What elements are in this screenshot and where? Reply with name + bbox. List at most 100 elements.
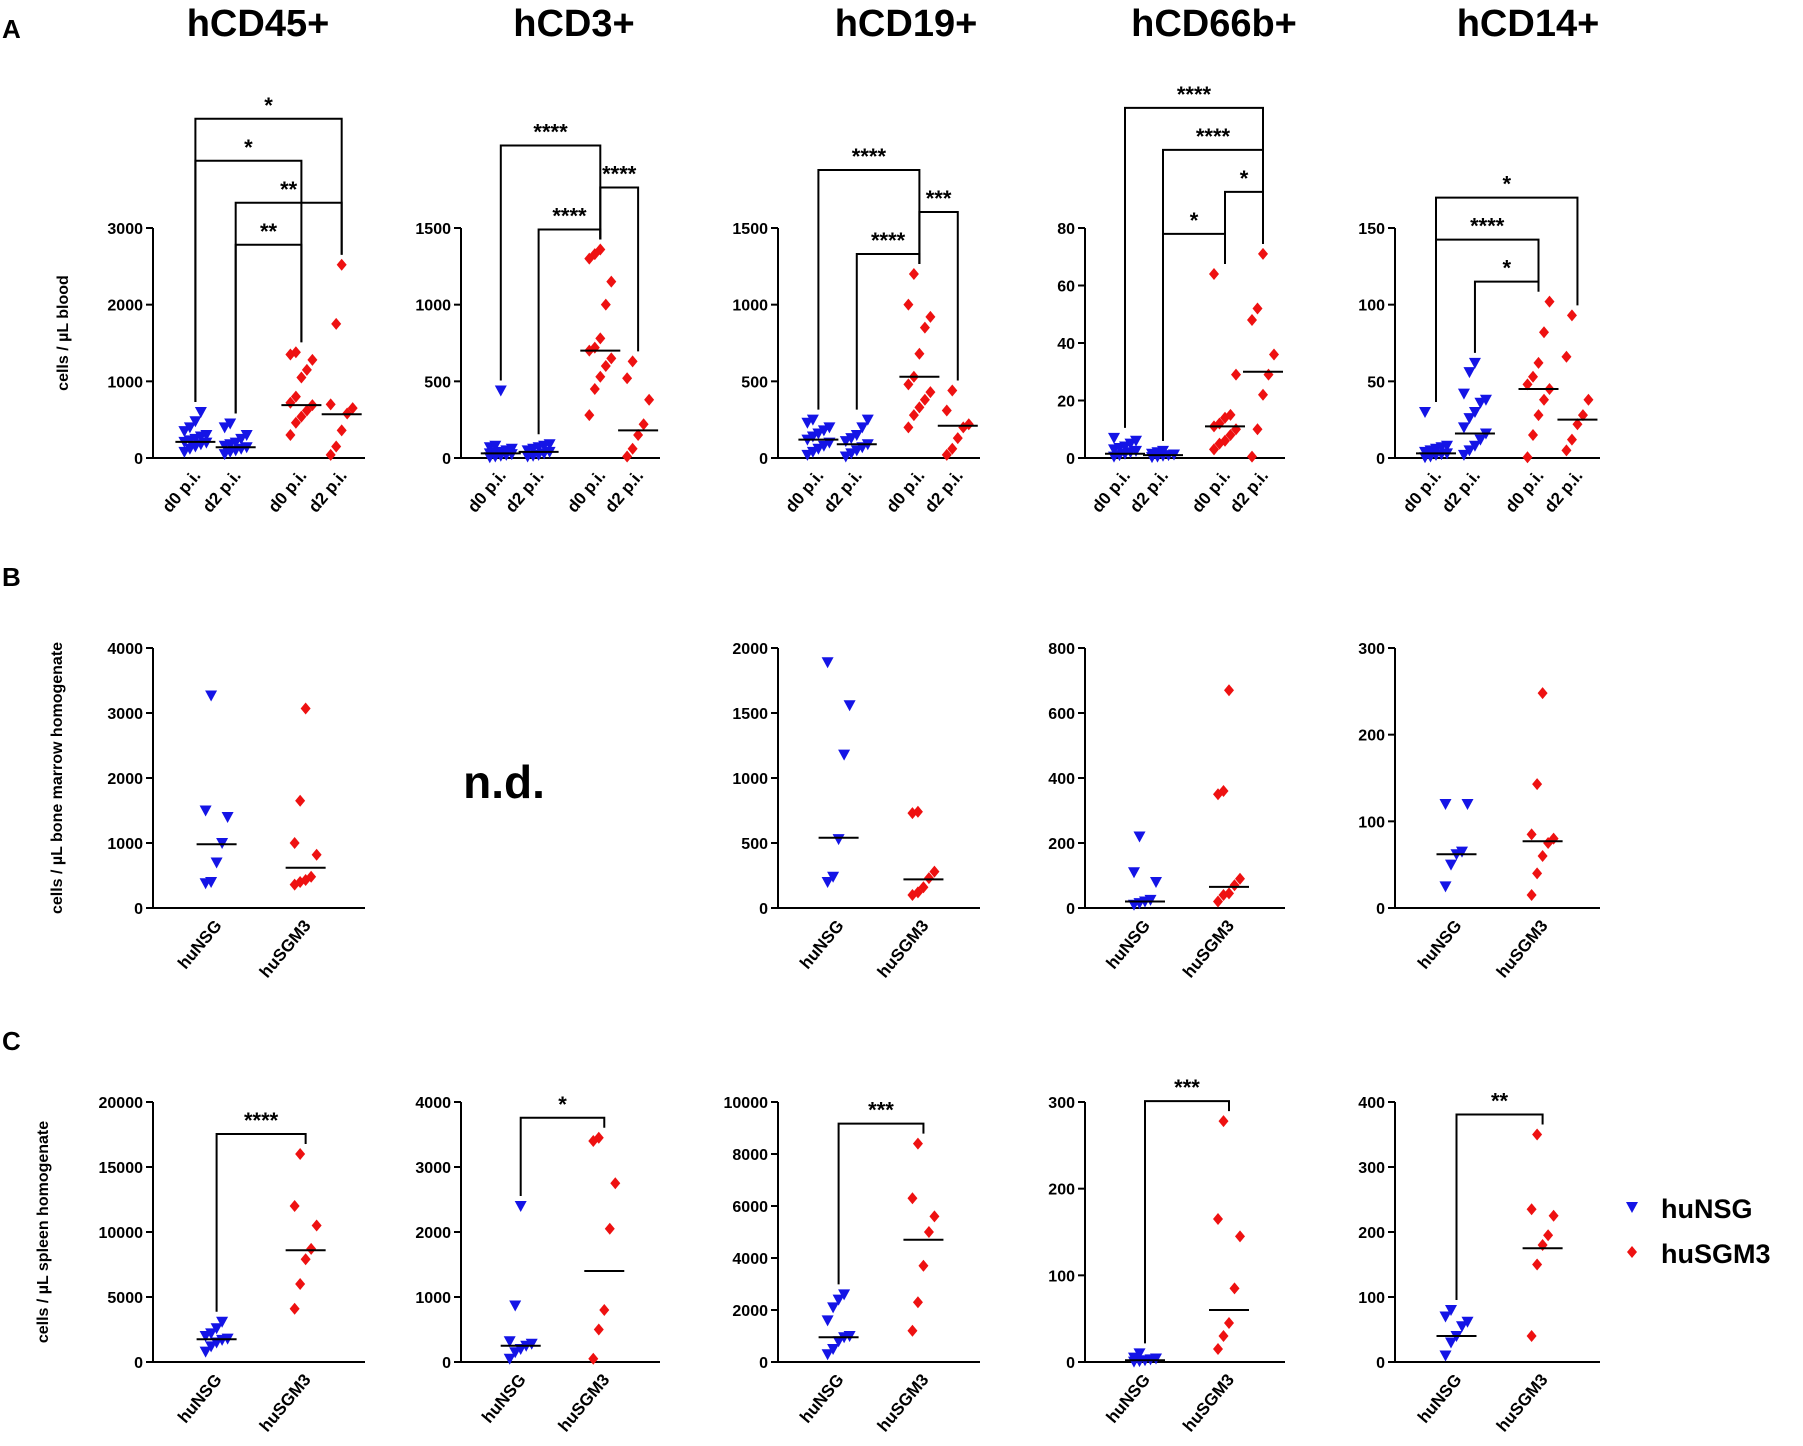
data-point-husgm3 (588, 1352, 599, 1365)
data-point-husgm3 (1225, 429, 1236, 441)
data-point-hunsg (1439, 799, 1452, 810)
data-point-husgm3 (912, 1137, 923, 1150)
y-tick-label: 4000 (732, 1251, 768, 1268)
data-point-hunsg (183, 422, 196, 434)
significance-bracket (1162, 148, 1264, 441)
x-tick-label: huSGM3 (1493, 916, 1552, 981)
data-point-husgm3 (1526, 1330, 1537, 1342)
y-tick-label: 1000 (107, 374, 143, 391)
data-point-husgm3 (1213, 895, 1223, 908)
y-tick-label: 0 (1066, 901, 1075, 918)
x-tick-label: huNSG (1414, 1370, 1466, 1426)
data-point-husgm3 (325, 398, 336, 411)
legend-label-husgm3: huSGM3 (1661, 1239, 1771, 1269)
data-point-husgm3 (947, 384, 958, 397)
data-point-hunsg (503, 1336, 516, 1348)
legend-marker-hunsg (1626, 1202, 1638, 1213)
data-point-hunsg (210, 857, 223, 869)
data-point-hunsg (1474, 434, 1487, 446)
data-point-husgm3 (600, 298, 611, 311)
data-point-husgm3 (1566, 433, 1577, 446)
x-tick-label: huNSG (478, 1370, 530, 1426)
not-determined-label: n.d. (463, 756, 545, 808)
data-point-husgm3 (1258, 247, 1268, 260)
data-point-husgm3 (918, 1259, 929, 1272)
chart-c-hcd45: 0 5000 10000 15000 20000 cells / µL spleen ho… (35, 1095, 365, 1435)
data-point-husgm3 (593, 1131, 604, 1144)
significance-label: *** (868, 1098, 894, 1123)
y-tick-label: 10000 (99, 1225, 144, 1242)
y-axis-label: cells / µL blood (55, 275, 72, 391)
panel-letter-b: B (2, 562, 21, 592)
data-point-hunsg (838, 749, 851, 761)
data-point-husgm3 (1213, 1213, 1223, 1225)
x-tick-label: d2 p.i. (502, 466, 548, 516)
significance-label: **** (852, 144, 887, 169)
data-point-husgm3 (606, 275, 617, 288)
data-point-husgm3 (1213, 1343, 1223, 1355)
y-tick-label: 1500 (415, 221, 451, 238)
data-point-husgm3 (1572, 418, 1583, 431)
y-tick-label: 100 (1048, 1268, 1075, 1285)
data-point-husgm3 (1229, 879, 1240, 892)
data-point-hunsg (1463, 367, 1476, 379)
significance-label: ** (260, 219, 278, 244)
data-point-husgm3 (1252, 423, 1263, 436)
y-tick-label: 300 (1358, 1160, 1385, 1177)
significance-bracket (215, 1133, 307, 1312)
data-point-husgm3 (1229, 1282, 1240, 1295)
y-tick-label: 0 (1066, 451, 1075, 468)
data-point-husgm3 (296, 371, 307, 384)
data-point-husgm3 (1235, 872, 1245, 885)
data-point-husgm3 (1533, 409, 1544, 422)
data-point-husgm3 (925, 386, 936, 399)
significance-bracket (1124, 106, 1264, 428)
y-tick-label: 1000 (732, 771, 768, 788)
data-point-hunsg (843, 700, 856, 712)
y-tick-label: 8000 (732, 1147, 768, 1164)
data-point-husgm3 (325, 448, 336, 461)
significance-bracket (1162, 232, 1226, 441)
data-point-hunsg (1128, 1352, 1140, 1364)
data-point-hunsg (1445, 1337, 1457, 1349)
x-tick-label: d0 p.i. (264, 466, 310, 516)
y-tick-label: 0 (1376, 451, 1385, 468)
y-tick-label: 500 (741, 374, 768, 391)
x-tick-label: huSGM3 (1493, 1370, 1552, 1435)
x-tick-label: d0 p.i. (1188, 466, 1234, 516)
data-point-husgm3 (1526, 889, 1537, 901)
x-tick-label: d2 p.i. (921, 466, 967, 516)
y-tick-label: 4000 (107, 641, 143, 658)
x-tick-label: huSGM3 (256, 916, 315, 981)
data-point-husgm3 (1532, 1258, 1543, 1271)
data-point-hunsg (505, 443, 518, 455)
significance-label: **** (1470, 214, 1505, 239)
y-tick-label: 1000 (415, 1290, 451, 1307)
data-point-husgm3 (347, 402, 358, 415)
y-tick-label: 20 (1057, 394, 1075, 411)
data-point-husgm3 (1537, 687, 1548, 700)
data-point-husgm3 (610, 1177, 621, 1190)
data-point-hunsg (1419, 407, 1431, 418)
data-point-husgm3 (300, 702, 311, 715)
y-tick-label: 1000 (107, 836, 143, 853)
data-point-husgm3 (1539, 326, 1549, 339)
data-point-hunsg (189, 416, 202, 428)
x-tick-label: huSGM3 (256, 1370, 315, 1435)
data-point-husgm3 (336, 424, 347, 437)
data-point-hunsg (1441, 440, 1453, 452)
data-point-husgm3 (331, 440, 342, 453)
y-tick-label: 200 (1048, 1182, 1075, 1199)
data-point-hunsg (221, 812, 234, 823)
y-tick-label: 200 (1048, 836, 1075, 853)
data-point-hunsg (1457, 388, 1470, 400)
data-point-hunsg (200, 437, 213, 449)
data-point-husgm3 (1533, 356, 1544, 369)
y-tick-label: 0 (134, 1355, 143, 1372)
data-point-husgm3 (1231, 368, 1241, 381)
data-point-hunsg (1150, 877, 1162, 888)
y-axis-label: cells / µL spleen homogenate (35, 1121, 52, 1343)
data-point-husgm3 (306, 870, 317, 883)
